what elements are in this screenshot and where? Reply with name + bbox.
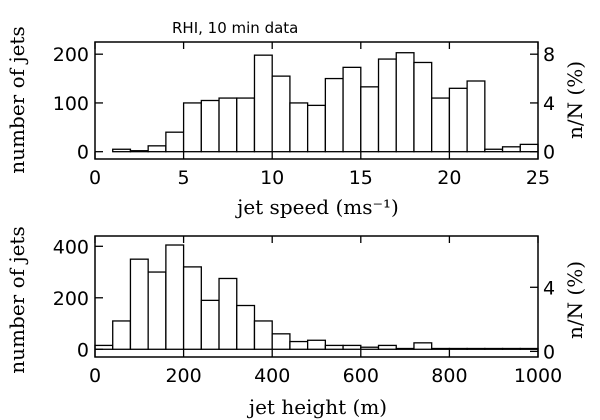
histogram-bar xyxy=(519,143,539,153)
x-tick-label: 200 xyxy=(165,365,201,387)
x-tick-label: 800 xyxy=(431,365,467,387)
histogram-bar xyxy=(431,97,451,153)
speed-plot-frame xyxy=(94,41,539,160)
histogram-bar xyxy=(448,347,468,350)
x-tick-label: 0 xyxy=(89,365,101,387)
y-tick-label: 400 xyxy=(53,236,89,258)
histogram-bar xyxy=(289,340,309,350)
histogram-bar xyxy=(519,347,539,350)
histogram-bar xyxy=(360,86,380,153)
histogram-bar xyxy=(360,346,380,350)
histogram-bar xyxy=(129,258,149,350)
x-tick-label: 1000 xyxy=(514,365,562,387)
histogram-bar xyxy=(253,54,273,153)
chart-title: RHI, 10 min data xyxy=(172,19,298,37)
histogram-bar xyxy=(413,61,433,153)
histogram-bar xyxy=(112,148,132,153)
histogram-bar xyxy=(271,75,291,153)
histogram-bar xyxy=(306,104,327,153)
x-tick-label: 20 xyxy=(437,167,461,189)
height-x-axis-label: jet height (m) xyxy=(247,395,387,419)
histogram-bar xyxy=(466,347,486,350)
x-tick-label: 25 xyxy=(526,167,550,189)
right-y-tick-label: 0 xyxy=(543,341,555,363)
histogram-bar xyxy=(501,146,521,153)
height-plot-frame xyxy=(94,235,539,358)
histogram-bar xyxy=(289,102,309,153)
histogram-bar xyxy=(342,66,362,153)
histogram-bar xyxy=(271,333,291,350)
speed-right-y-axis-label: n/N (%) xyxy=(563,61,587,139)
histogram-bar xyxy=(200,299,220,350)
histogram-bar xyxy=(501,347,521,350)
histogram-bar xyxy=(253,320,273,350)
histogram-bar xyxy=(484,148,504,153)
y-tick-label: 200 xyxy=(53,44,89,66)
histogram-bar xyxy=(395,52,415,153)
histogram-bar xyxy=(129,150,149,153)
y-tick-label: 200 xyxy=(53,288,89,310)
histogram-bar xyxy=(182,266,202,350)
histogram-bar xyxy=(165,244,185,350)
histogram-bar xyxy=(200,99,220,153)
histogram-bar xyxy=(484,347,504,350)
histogram-bar xyxy=(147,145,167,153)
height-bars xyxy=(94,244,539,350)
x-tick-label: 600 xyxy=(343,365,379,387)
right-y-tick-label: 8 xyxy=(543,44,555,66)
speed-x-axis-label: jet speed (ms⁻¹) xyxy=(235,195,399,219)
histogram-bar xyxy=(377,58,397,153)
histogram-bar xyxy=(324,77,344,153)
histogram-bar xyxy=(236,304,256,350)
histogram-bar xyxy=(236,97,256,153)
histogram-bar xyxy=(431,347,451,350)
histogram-bar xyxy=(112,320,132,350)
speed-bars xyxy=(112,52,539,153)
height-right-y-axis-label: n/N (%) xyxy=(563,261,587,339)
histogram-bar xyxy=(218,277,238,350)
x-tick-label: 400 xyxy=(254,365,290,387)
height-y-axis-label: number of jets xyxy=(5,226,29,373)
histogram-bar xyxy=(306,339,327,350)
right-y-tick-label: 0 xyxy=(543,142,555,164)
histogram-bar xyxy=(218,97,238,153)
histogram-bar xyxy=(448,87,468,153)
x-tick-label: 10 xyxy=(260,167,284,189)
speed-y-axis-label: number of jets xyxy=(5,26,29,173)
histogram-bar xyxy=(377,344,397,350)
right-y-tick-label: 4 xyxy=(543,93,555,115)
histogram-bar xyxy=(413,342,433,350)
histogram-bar xyxy=(395,347,415,350)
histogram-bar xyxy=(147,271,167,350)
right-y-tick-label: 4 xyxy=(543,277,555,299)
x-tick-label: 5 xyxy=(178,167,190,189)
speed-histogram-panel: RHI, 10 min data 0 5 10 15 20 25 0 100 200 0 4 8 je… xyxy=(5,19,587,219)
histogram-bar xyxy=(165,131,185,153)
x-tick-label: 15 xyxy=(349,167,373,189)
histogram-bar xyxy=(342,344,362,350)
histogram-bar xyxy=(182,102,202,153)
y-tick-label: 0 xyxy=(77,142,89,164)
x-tick-label: 0 xyxy=(89,167,101,189)
histogram-bar xyxy=(466,80,486,153)
y-tick-label: 0 xyxy=(77,339,89,361)
speed-axis-ticks: 0 5 10 15 20 25 0 100 200 0 4 8 xyxy=(53,42,555,189)
histogram-bar xyxy=(324,344,344,350)
y-tick-label: 100 xyxy=(53,93,89,115)
